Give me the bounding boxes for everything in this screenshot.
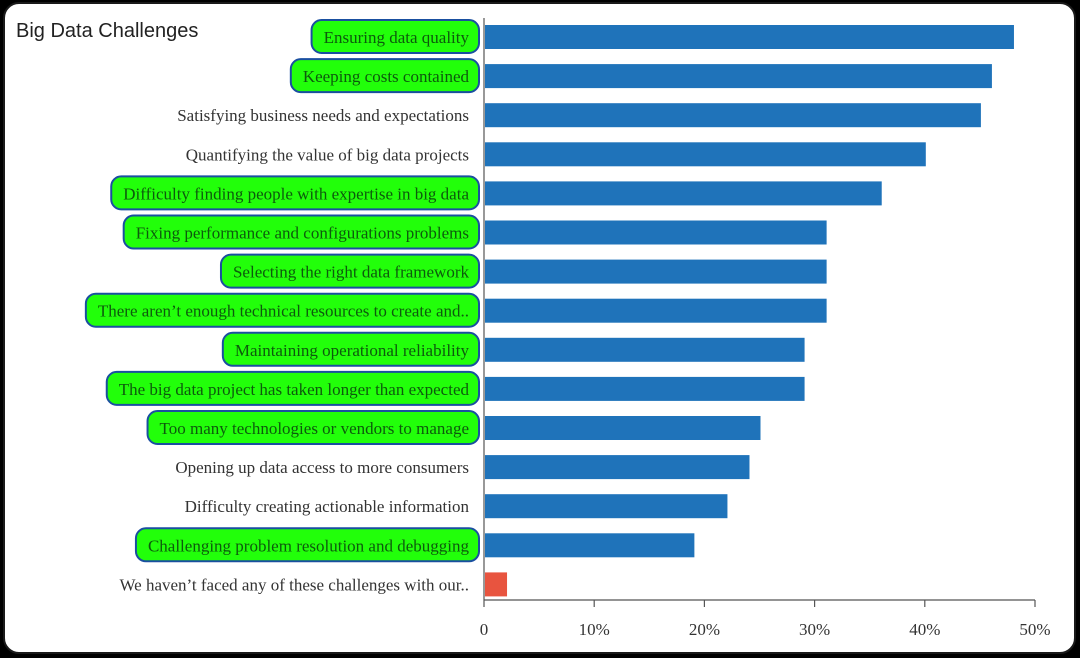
bars <box>485 25 1014 597</box>
label-highlight <box>110 175 480 211</box>
category-label: Fixing performance and configurations pr… <box>136 224 469 243</box>
x-tick-label: 0 <box>480 620 489 639</box>
category-label: Too many technologies or vendors to mana… <box>160 419 469 438</box>
category-labels: Ensuring data quality Keeping costs conta… <box>98 28 470 594</box>
label-highlight <box>221 331 480 367</box>
bar <box>485 259 827 284</box>
bar <box>485 416 761 440</box>
category-label: The big data project has taken longer th… <box>119 380 470 399</box>
label-highlights <box>84 19 480 563</box>
bar <box>485 337 805 362</box>
bar <box>485 64 992 89</box>
label-highlight <box>84 292 480 328</box>
bar <box>485 25 1014 49</box>
x-tick-label: 40% <box>909 620 940 639</box>
x-tick-label: 10% <box>579 620 610 639</box>
chart-title: Big Data Challenges <box>16 20 199 42</box>
bar-chart: Ensuring data quality Keeping costs conta… <box>84 18 1051 639</box>
bar <box>485 572 508 597</box>
bar <box>485 533 695 558</box>
category-label: Challenging problem resolution and debug… <box>148 536 470 555</box>
chart-card: Big Data Challenges Ensuring data qualit… <box>3 2 1076 654</box>
label-highlight <box>146 410 480 445</box>
category-label: We haven’t faced any of these challenges… <box>119 575 469 594</box>
category-label: Satisfying business needs and expectatio… <box>177 106 469 125</box>
category-label: Keeping costs contained <box>303 67 470 86</box>
bar <box>485 455 750 480</box>
x-tick-label: 20% <box>689 620 720 639</box>
category-label: Difficulty creating actionable informati… <box>185 497 470 516</box>
label-highlight <box>134 527 480 563</box>
x-tick-labels: 0 10% 20% 30% 40% 50% <box>480 620 1051 639</box>
bar <box>485 376 805 401</box>
category-label: Quantifying the value of big data projec… <box>186 145 469 164</box>
category-label: Ensuring data quality <box>324 28 470 47</box>
bar <box>485 181 882 206</box>
x-tick-label: 30% <box>799 620 830 639</box>
axes <box>483 18 1036 607</box>
bar <box>485 494 728 519</box>
label-highlight <box>219 253 480 289</box>
label-highlight <box>122 214 480 250</box>
label-highlight <box>289 58 480 94</box>
label-highlight <box>105 370 480 406</box>
category-label: Opening up data access to more consumers <box>175 458 469 477</box>
label-highlight <box>310 19 480 54</box>
bar <box>485 220 827 245</box>
bar <box>485 103 981 128</box>
x-tick-label: 50% <box>1019 620 1050 639</box>
category-label: Maintaining operational reliability <box>235 341 470 360</box>
category-label: Difficulty finding people with expertise… <box>123 184 469 203</box>
bar <box>485 142 926 167</box>
category-label: Selecting the right data framework <box>233 263 470 282</box>
bar <box>485 298 827 323</box>
category-label: There aren’t enough technical resources … <box>98 302 469 321</box>
